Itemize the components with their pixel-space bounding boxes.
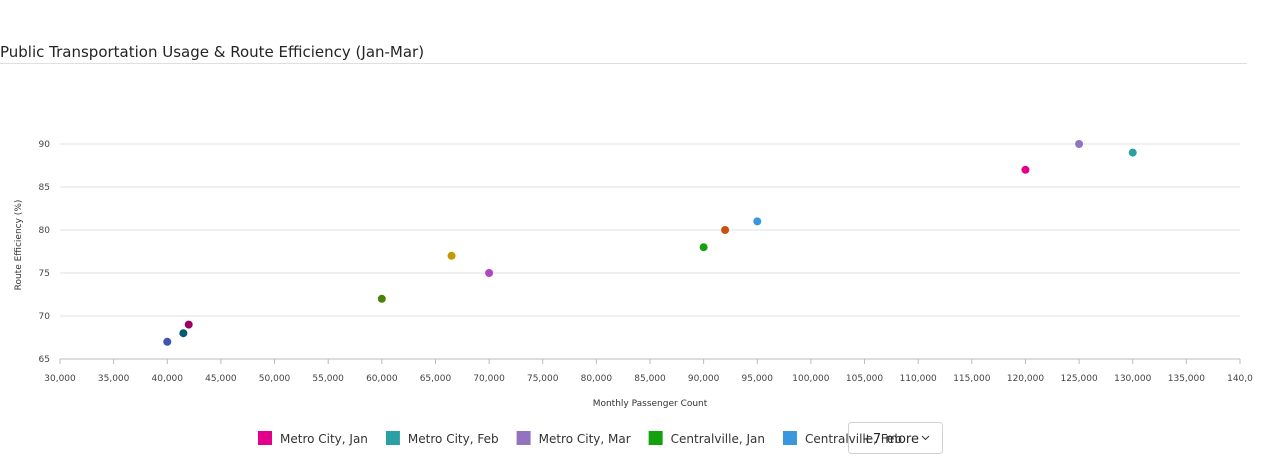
x-tick-label: 70,000 <box>473 374 505 384</box>
x-tick-label: 40,000 <box>152 374 184 384</box>
more-button-label[interactable]: +7 more <box>862 432 919 447</box>
point <box>1075 140 1084 148</box>
legend-swatch <box>385 431 400 445</box>
point <box>377 294 386 303</box>
point <box>179 329 188 338</box>
x-tick-label: 125,000 <box>1060 374 1097 384</box>
x-tick-label: 55,000 <box>312 374 344 384</box>
x-tick-label: 140,0 <box>1227 374 1253 384</box>
point <box>163 337 172 346</box>
x-tick-label: 115,000 <box>953 374 990 384</box>
x-tick-label: 45,000 <box>205 374 237 384</box>
x-tick-label: 120,000 <box>1007 374 1044 384</box>
y-tick-label: 65 <box>39 355 50 365</box>
legend-label: Metro City, Mar <box>539 432 631 446</box>
point <box>1021 165 1030 174</box>
point <box>699 243 708 252</box>
point <box>485 269 494 277</box>
legend-label: Metro City, Jan <box>280 432 368 446</box>
x-tick-label: 105,000 <box>846 374 883 384</box>
point <box>753 217 762 226</box>
x-tick-label: 60,000 <box>366 374 398 384</box>
x-tick-label: 95,000 <box>742 374 774 384</box>
legend-swatch <box>782 431 797 445</box>
x-tick-label: 110,000 <box>900 374 937 384</box>
legend-label: Centralville, Feb <box>805 432 902 446</box>
x-tick-label: 135,000 <box>1168 374 1205 384</box>
x-tick-label: 75,000 <box>527 374 559 384</box>
x-tick-label: 65,000 <box>420 374 452 384</box>
x-tick-label: 30,000 <box>44 374 76 384</box>
x-tick-label: 50,000 <box>259 374 291 384</box>
x-tick-label: 35,000 <box>98 374 130 384</box>
point <box>1128 148 1137 157</box>
y-tick-label: 80 <box>39 226 51 236</box>
chart-title: Public Transportation Usage & Route Effi… <box>0 43 424 61</box>
y-axis-title: Route Efficiency (%) <box>14 200 24 291</box>
point <box>184 320 193 329</box>
x-tick-label: 80,000 <box>581 374 613 384</box>
x-axis-title: Monthly Passenger Count <box>593 399 708 409</box>
legend-swatch <box>516 431 531 445</box>
y-tick-label: 90 <box>39 140 51 150</box>
y-tick-label: 70 <box>39 312 51 322</box>
legend-label: Centralville, Jan <box>671 432 765 446</box>
legend-label: Metro City, Feb <box>408 432 499 446</box>
x-tick-label: 130,000 <box>1114 374 1151 384</box>
chevron[interactable] <box>921 435 930 441</box>
y-tick-label: 85 <box>39 183 50 193</box>
y-tick-label: 75 <box>39 269 50 279</box>
x-tick-label: 100,000 <box>792 374 829 384</box>
x-tick-label: 85,000 <box>634 374 666 384</box>
point <box>447 251 456 260</box>
x-tick-label: 90,000 <box>688 374 720 384</box>
legend-swatch <box>258 431 272 445</box>
point <box>721 226 730 234</box>
legend-swatch <box>648 431 663 445</box>
